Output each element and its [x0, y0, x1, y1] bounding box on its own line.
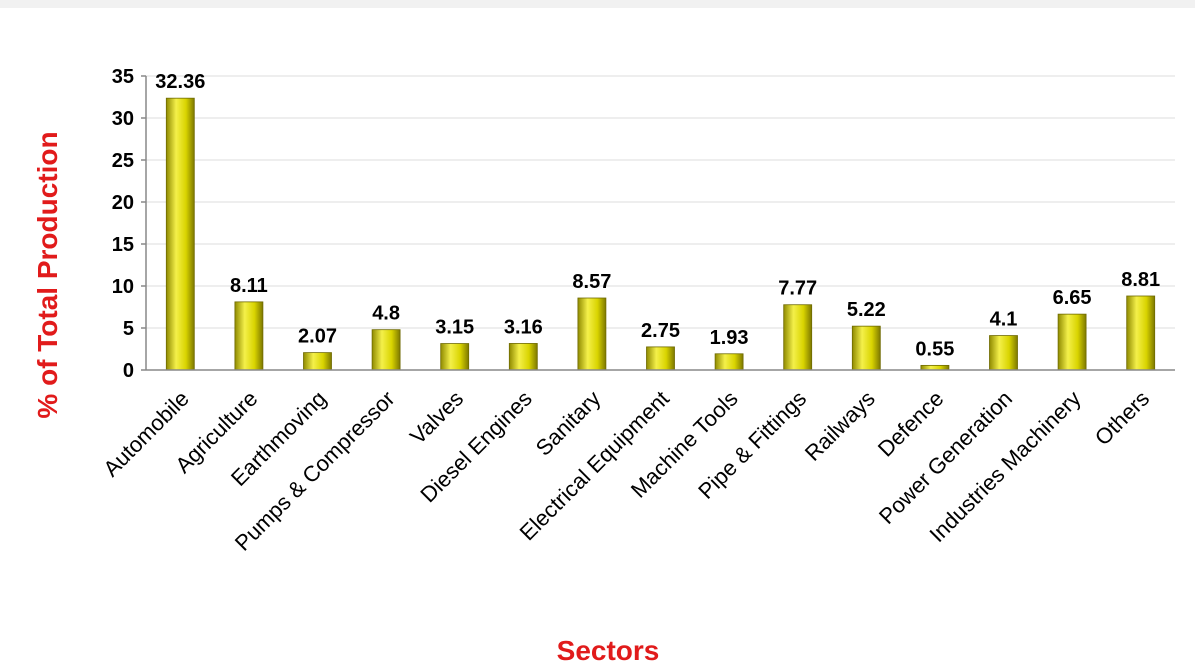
category-label: Others: [1090, 386, 1154, 450]
bar-earthmoving: [303, 352, 332, 371]
bar-valves: [440, 343, 470, 371]
data-label: 3.16: [504, 316, 543, 338]
y-axis-ticks: 0 5 10 15 20 25 30 35: [112, 66, 146, 382]
data-label: 8.57: [572, 271, 611, 293]
data-label: 8.11: [230, 275, 268, 297]
bars: [165, 97, 1156, 371]
bar-sanitary: [577, 297, 607, 371]
data-label: 7.77: [778, 278, 817, 300]
bar-machine-tools: [714, 353, 744, 371]
bar-diesel-engines: [508, 343, 538, 371]
bar-electrical-equipment: [646, 346, 675, 371]
y-tick-label: 25: [112, 150, 134, 172]
y-tick-label: 30: [112, 108, 134, 130]
category-label: Railways: [800, 386, 880, 466]
data-label: 1.93: [710, 327, 749, 349]
y-tick-label: 0: [123, 360, 134, 382]
data-label: 8.81: [1121, 269, 1160, 291]
data-label: 2.75: [641, 320, 680, 342]
bar-others: [1126, 295, 1156, 371]
y-tick-label: 35: [112, 66, 134, 88]
data-label: 3.15: [435, 317, 474, 339]
data-labels: 32.36 8.11 2.07 4.8 3.15 3.16 8.57 2.75 1.93 7.77…: [155, 71, 1160, 360]
bar-agriculture: [234, 301, 264, 371]
data-label: 5.22: [847, 299, 886, 321]
data-label: 4.1: [990, 309, 1018, 331]
data-label: 0.55: [915, 338, 954, 360]
top-band: [0, 0, 1195, 8]
y-tick-label: 20: [112, 192, 134, 214]
y-tick-label: 15: [112, 234, 134, 256]
data-label: 2.07: [298, 326, 337, 348]
data-label: 6.65: [1053, 287, 1092, 309]
category-label: Valves: [405, 386, 468, 449]
data-label: 32.36: [155, 71, 205, 93]
bar-railways: [851, 325, 881, 371]
y-axis-title: % of Total Production: [32, 131, 63, 418]
bar-pipe-fittings: [783, 304, 813, 371]
y-tick-label: 10: [112, 276, 134, 298]
bar-industries-machinery: [1057, 313, 1087, 371]
bar-power-generation: [989, 335, 1018, 371]
bar-automobile: [165, 97, 195, 371]
data-label: 4.8: [372, 303, 400, 325]
gridlines: [146, 75, 1175, 329]
x-axis-title: Sectors: [557, 635, 660, 666]
y-tick-label: 5: [123, 318, 134, 340]
bar-pumps-compressor: [371, 329, 401, 371]
